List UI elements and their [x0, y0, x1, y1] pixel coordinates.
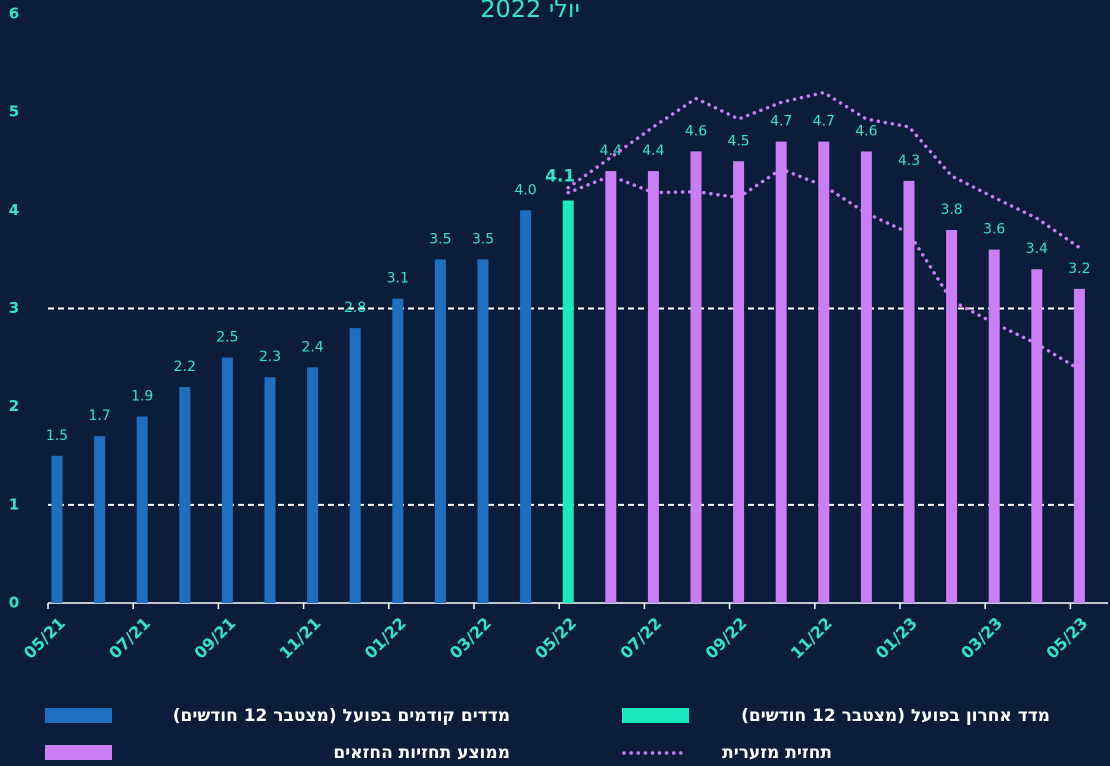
data-label: 2.5 [216, 330, 238, 346]
data-label: 4.1 [545, 167, 575, 187]
data-label: 4.0 [514, 182, 536, 198]
bar [904, 181, 915, 603]
data-label: 4.6 [685, 123, 707, 139]
y-tick-label: 2 [9, 397, 19, 415]
data-label: 3.5 [472, 231, 494, 247]
legend-swatch [622, 708, 689, 723]
bar [733, 161, 744, 603]
legend-label: מדדים קודמים בפועל (מצטבר 12 חודשים) [173, 706, 510, 726]
bar [563, 201, 574, 603]
y-tick-label: 5 [9, 103, 19, 121]
bar [520, 210, 531, 603]
data-label: 4.7 [770, 114, 792, 130]
legend-label: מדד אחרון בפועל (מצטבר 12 חודשים) [741, 706, 1050, 726]
bar [52, 456, 63, 603]
data-label: 2.8 [344, 300, 366, 316]
bar [265, 377, 276, 603]
bar [307, 367, 318, 603]
data-label: 4.6 [855, 123, 877, 139]
legend-swatch [45, 745, 112, 760]
y-tick-label: 0 [9, 594, 19, 612]
legend-label: תחזית מזערית [722, 743, 832, 763]
bar [137, 416, 148, 603]
bar [818, 142, 829, 603]
data-label: 4.3 [898, 153, 920, 169]
data-label: 3.5 [429, 231, 451, 247]
bar [1074, 289, 1085, 603]
bar [648, 171, 659, 603]
data-label: 4.5 [727, 133, 749, 149]
y-tick-label: 6 [9, 5, 19, 23]
data-label: 1.5 [46, 428, 68, 444]
data-label: 2.4 [301, 339, 323, 355]
y-tick-label: 1 [9, 495, 19, 513]
chart: יולי 2022 012345605/2107/2109/2111/2101/… [0, 0, 1110, 766]
data-label: 3.6 [983, 222, 1005, 238]
data-label: 4.7 [813, 114, 835, 130]
bar [94, 436, 105, 603]
chart-title: יולי 2022 [480, 0, 580, 23]
data-label: 3.4 [1026, 241, 1048, 257]
bar [946, 230, 957, 603]
data-label: 3.1 [387, 271, 409, 287]
data-label: 2.2 [174, 359, 196, 375]
data-label: 1.9 [131, 388, 153, 404]
bar [350, 328, 361, 603]
legend-swatch [45, 708, 112, 723]
data-label: 3.8 [940, 202, 962, 218]
bar [478, 259, 489, 603]
data-label: 3.2 [1068, 261, 1090, 277]
data-label: 1.7 [88, 408, 110, 424]
bar [776, 142, 787, 603]
y-tick-label: 4 [9, 201, 19, 219]
legend-label: ממוצע תחזיות החזאים [333, 743, 510, 763]
bar [1031, 269, 1042, 603]
data-label: 4.4 [642, 143, 664, 159]
bar [691, 151, 702, 603]
bar [435, 259, 446, 603]
bar [392, 299, 403, 603]
data-label: 2.3 [259, 349, 281, 365]
bar [861, 151, 872, 603]
bar [179, 387, 190, 603]
y-tick-label: 3 [9, 299, 19, 317]
bar [989, 250, 1000, 603]
bar [605, 171, 616, 603]
bar [222, 358, 233, 603]
